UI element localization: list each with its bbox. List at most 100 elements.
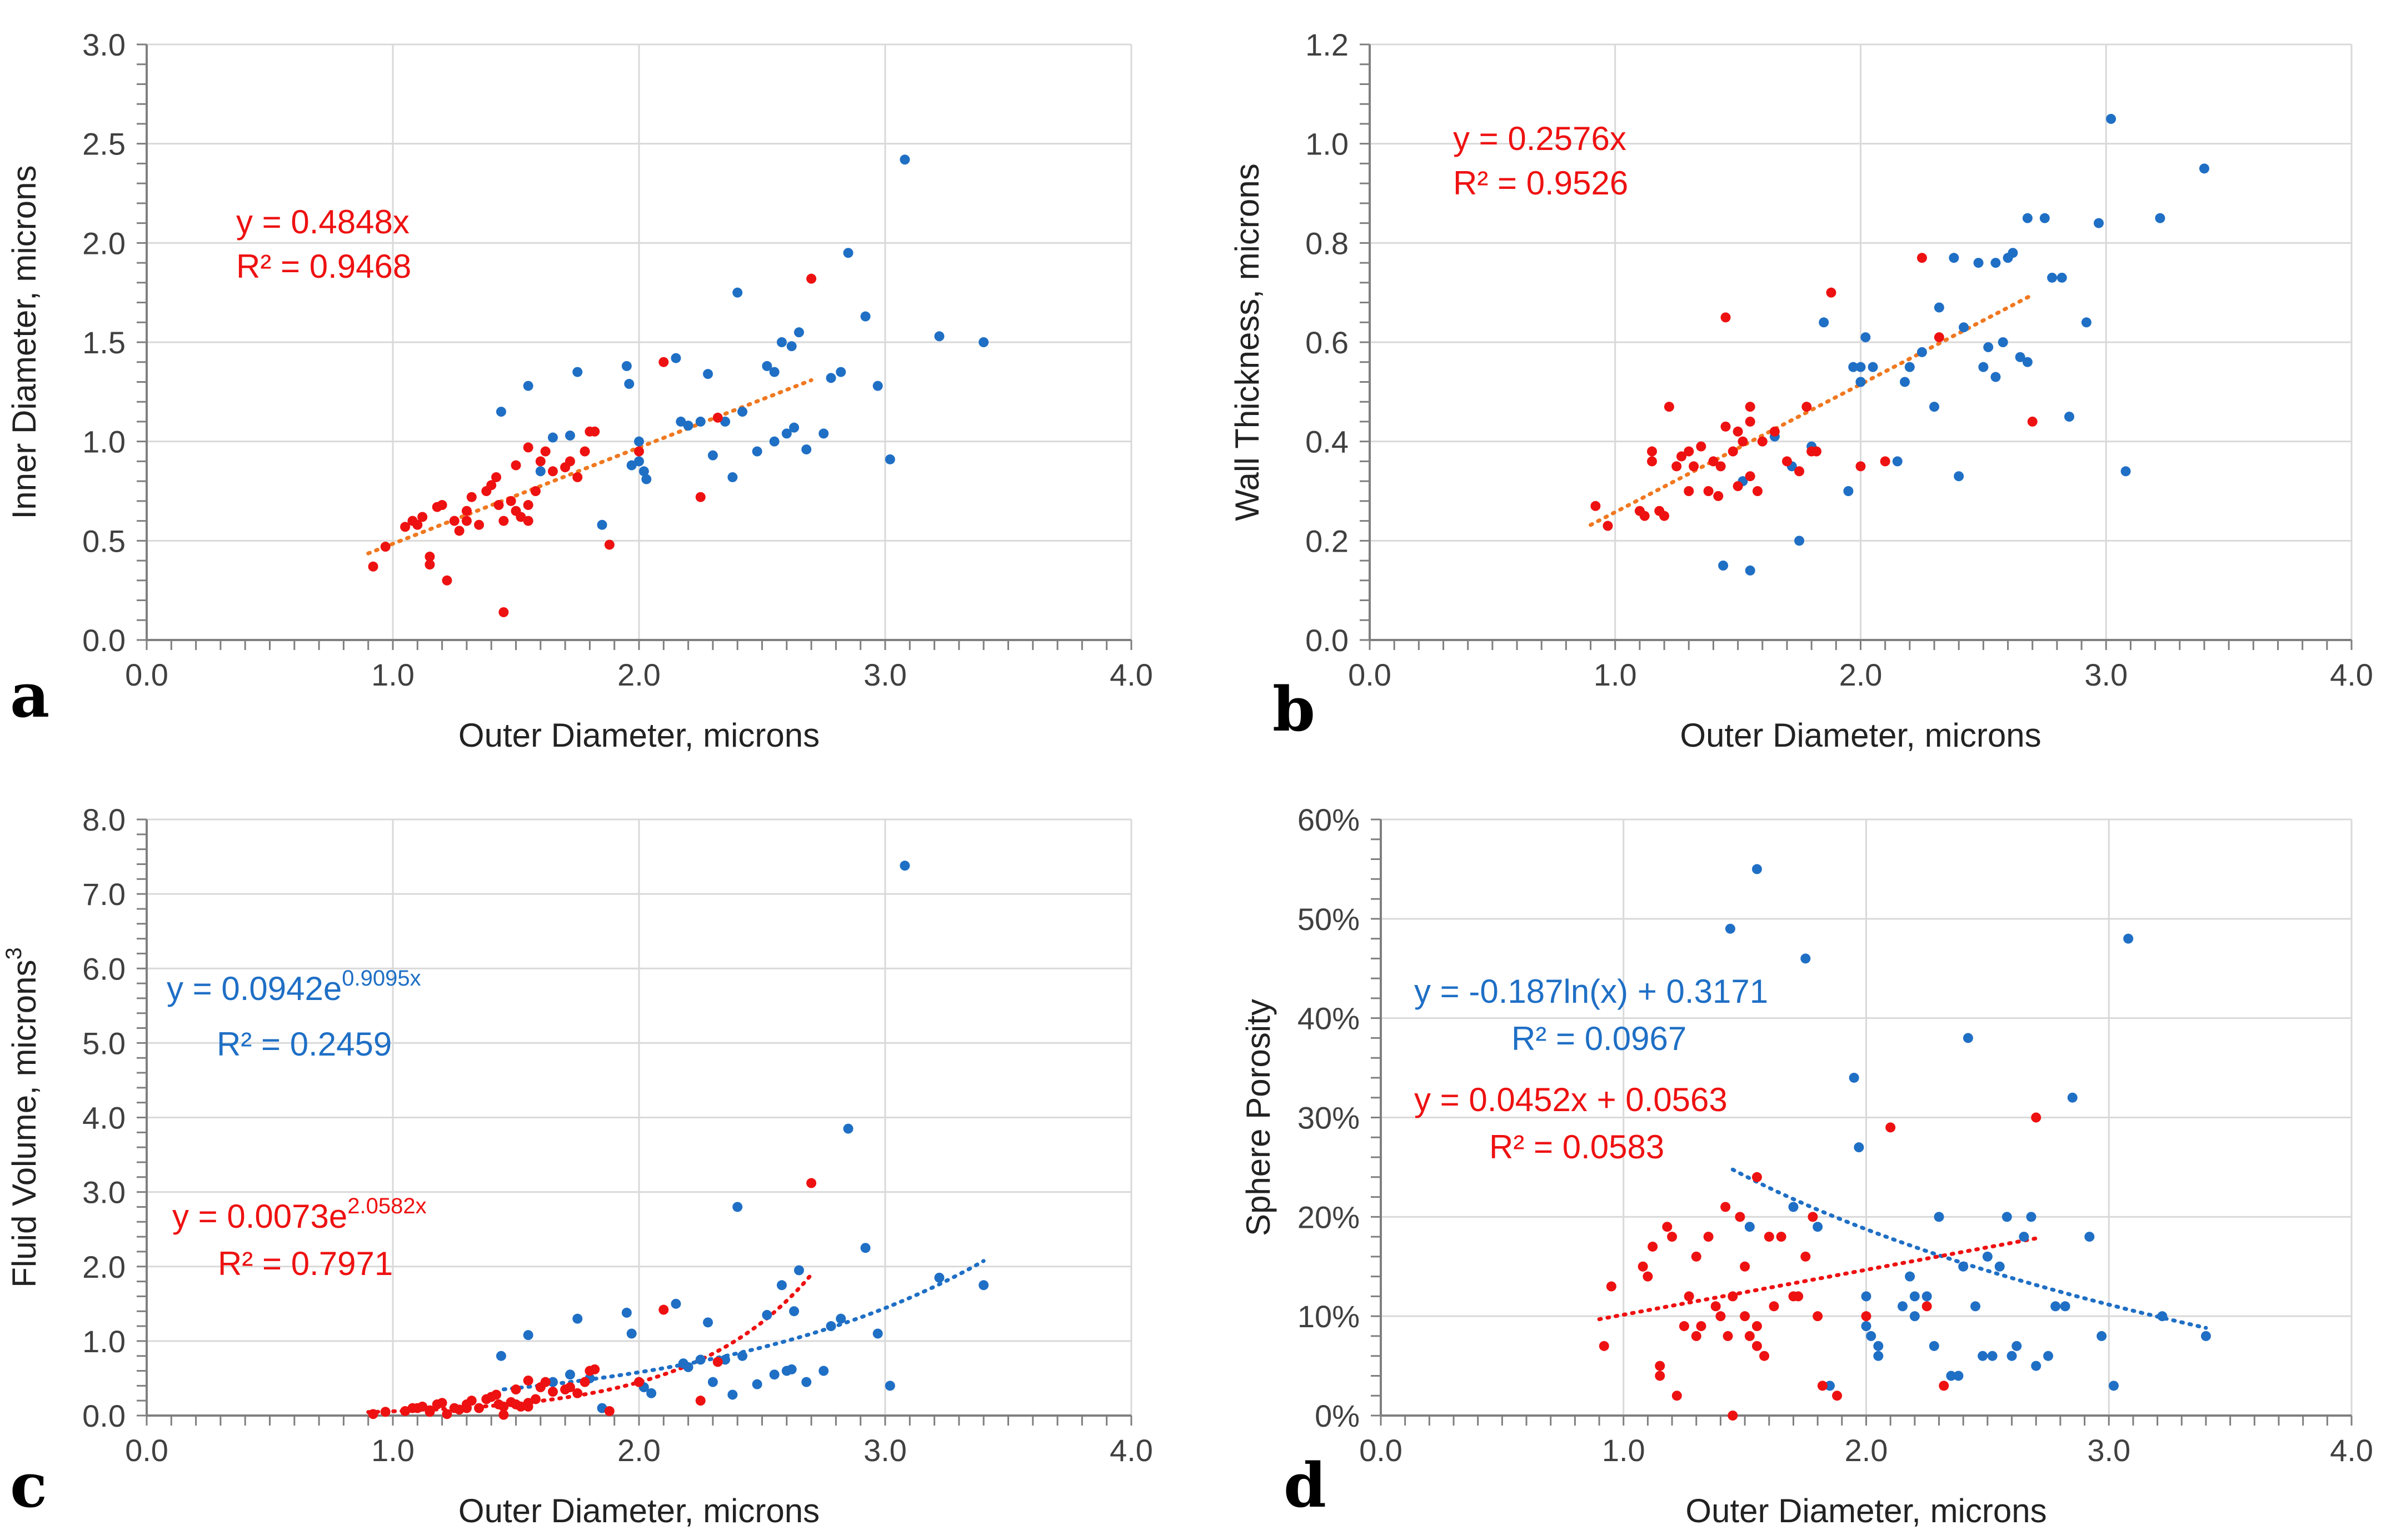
blue-data-point xyxy=(1978,1351,1988,1361)
red-data-point xyxy=(1639,511,1650,521)
blue-data-point xyxy=(801,444,812,454)
red-data-point xyxy=(523,516,533,526)
x-tick-label: 1.0 xyxy=(371,1433,415,1468)
blue-data-point xyxy=(885,1381,895,1391)
red-data-point xyxy=(1794,466,1805,477)
blue-data-point xyxy=(1725,923,1735,934)
blue-data-point xyxy=(786,341,797,352)
red-data-point xyxy=(506,496,516,506)
y-tick-label: 1.0 xyxy=(1305,127,1349,162)
blue-data-point xyxy=(1904,362,1915,372)
blue-data-point xyxy=(523,1330,533,1341)
red-data-point xyxy=(1880,456,1890,467)
blue-data-point xyxy=(641,474,652,484)
blue-data-point xyxy=(900,861,910,871)
equation-label: y = 0.2576x xyxy=(1453,120,1626,157)
red-data-point xyxy=(425,559,435,570)
blue-data-point xyxy=(934,1272,945,1283)
red-data-point xyxy=(580,1377,590,1387)
red-data-point xyxy=(1738,436,1748,447)
blue-data-point xyxy=(2022,357,2033,367)
blue-data-point xyxy=(776,337,787,347)
red-data-point xyxy=(380,1407,391,1417)
blue-data-point xyxy=(1744,1222,1755,1232)
x-axis-label: Outer Diameter, microns xyxy=(458,717,820,754)
red-data-point xyxy=(1715,461,1726,472)
red-data-point xyxy=(498,1401,509,1412)
blue-data-point xyxy=(707,1377,718,1387)
blue-data-point xyxy=(2093,218,2104,228)
red-data-point xyxy=(547,466,558,477)
blue-data-point xyxy=(1854,1142,1864,1153)
red-data-point xyxy=(712,1357,723,1367)
blue-data-point xyxy=(2026,1212,2036,1222)
red-data-point xyxy=(604,1406,615,1416)
red-data-point xyxy=(565,1382,575,1393)
red-data-point xyxy=(1655,1361,1665,1371)
blue-data-point xyxy=(1861,1291,1871,1302)
blue-data-point xyxy=(695,416,706,427)
red-data-point xyxy=(380,542,391,552)
red-data-point xyxy=(604,539,615,550)
blue-data-point xyxy=(789,1306,800,1317)
y-tick-label: 2.0 xyxy=(82,226,126,261)
red-data-point xyxy=(695,1396,706,1406)
red-data-point xyxy=(400,522,411,532)
blue-data-point xyxy=(786,1364,797,1374)
blue-data-point xyxy=(1973,258,1984,268)
red-data-point xyxy=(1684,486,1694,496)
red-data-point xyxy=(1664,402,1674,412)
red-data-point xyxy=(590,1364,600,1374)
red-data-point xyxy=(491,472,502,482)
blue-data-point xyxy=(2064,412,2074,422)
red-data-point xyxy=(1769,426,1780,437)
blue-data-point xyxy=(535,466,546,477)
red-data-point xyxy=(1728,1291,1738,1302)
x-axis-label: Outer Diameter, microns xyxy=(1680,717,2041,754)
red-data-point xyxy=(523,1375,533,1386)
red-data-point xyxy=(1720,312,1731,323)
red-data-point xyxy=(1769,1301,1779,1312)
blue-data-point xyxy=(836,367,846,377)
red-data-point xyxy=(1744,1331,1755,1341)
blue-data-point xyxy=(793,1265,804,1276)
blue-data-point xyxy=(2019,1232,2029,1242)
blue-data-point xyxy=(2084,1232,2095,1242)
x-tick-label: 0.0 xyxy=(125,1433,168,1468)
blue-data-point xyxy=(1718,561,1729,571)
y-tick-label: 3.0 xyxy=(82,1175,126,1210)
blue-data-point xyxy=(1794,536,1805,546)
red-data-point xyxy=(516,512,526,522)
blue-data-point xyxy=(2123,933,2134,944)
r-squared-label: R² = 0.0583 xyxy=(1489,1128,1664,1166)
red-data-point xyxy=(417,512,428,522)
blue-data-point xyxy=(818,1366,829,1376)
y-tick-label: 0.0 xyxy=(82,1398,126,1433)
blue-data-point xyxy=(818,428,829,439)
red-data-point xyxy=(580,446,590,457)
blue-data-point xyxy=(2001,1212,2012,1222)
panel-letter: b xyxy=(1272,673,1315,745)
y-tick-label: 0.2 xyxy=(1305,523,1349,558)
blue-data-point xyxy=(1909,1291,1920,1302)
red-data-point xyxy=(1759,1351,1770,1361)
blue-data-point xyxy=(646,1388,657,1398)
x-tick-label: 2.0 xyxy=(1845,1433,1888,1468)
blue-data-point xyxy=(1982,1251,1993,1262)
y-axis-label: Sphere Porosity xyxy=(1240,999,1277,1236)
blue-data-point xyxy=(836,1313,846,1324)
blue-data-point xyxy=(1819,317,1829,328)
red-data-point xyxy=(1811,446,1821,457)
x-tick-label: 3.0 xyxy=(2084,657,2128,692)
blue-data-point xyxy=(523,381,533,391)
red-data-point xyxy=(590,426,600,437)
x-axis-label: Outer Diameter, microns xyxy=(1685,1492,2046,1529)
blue-data-point xyxy=(1824,1381,1835,1391)
blue-data-point xyxy=(1934,302,1944,313)
blue-data-point xyxy=(762,1309,772,1320)
red-data-point xyxy=(1939,1381,1949,1391)
red-data-point xyxy=(1696,1321,1706,1332)
red-data-point xyxy=(1916,253,1927,263)
x-tick-label: 1.0 xyxy=(1594,657,1637,692)
red-data-point xyxy=(1720,421,1731,432)
